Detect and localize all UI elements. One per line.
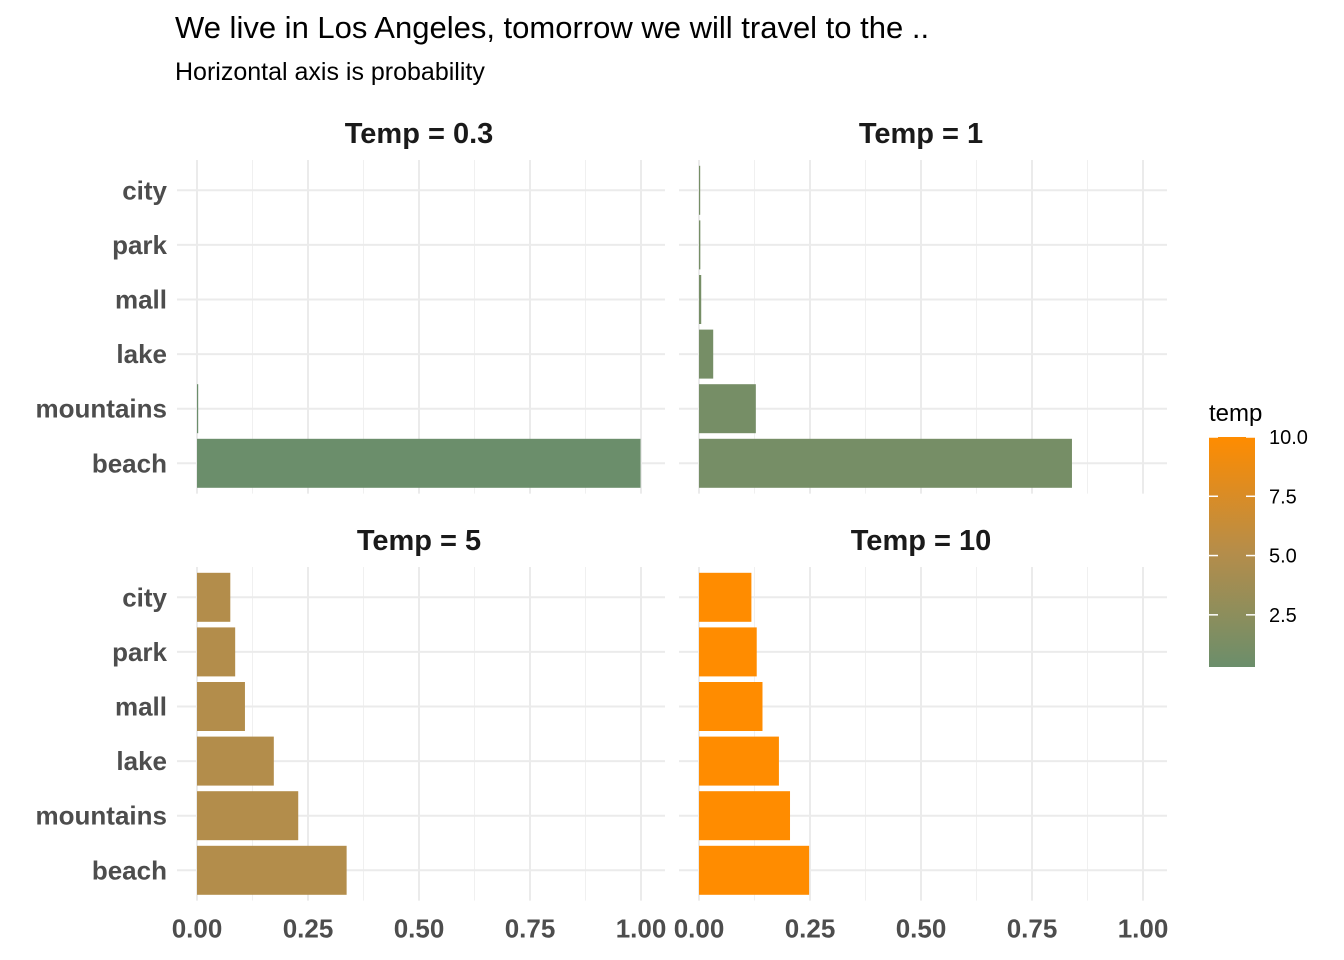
bar bbox=[699, 220, 701, 270]
x-tick-label: 0.50 bbox=[896, 914, 947, 944]
y-tick-label: city bbox=[122, 175, 167, 205]
facet-panel: Temp = 10 0.00 0.25 0.50 0.75 1.00 bbox=[674, 525, 1169, 944]
y-tick-label: lake bbox=[116, 339, 167, 369]
facet-strip-label: Temp = 1 bbox=[859, 118, 983, 150]
y-tick-label: mountains bbox=[36, 394, 167, 424]
y-tick-label: beach bbox=[92, 448, 167, 478]
bar bbox=[197, 791, 299, 841]
bar bbox=[197, 572, 231, 622]
bar bbox=[699, 275, 702, 324]
chart-title: We live in Los Angeles, tomorrow we will… bbox=[175, 10, 930, 45]
y-tick-label: city bbox=[122, 582, 167, 612]
bar bbox=[699, 627, 757, 677]
y-tick-label: lake bbox=[116, 746, 167, 776]
x-tick-label: 0.50 bbox=[394, 914, 445, 944]
bar bbox=[699, 165, 701, 215]
facet-strip-label: Temp = 10 bbox=[851, 525, 992, 557]
bar bbox=[197, 384, 199, 434]
x-tick-label: 0.00 bbox=[674, 914, 725, 944]
legend-tick-label: 2.5 bbox=[1269, 605, 1297, 627]
bar bbox=[197, 845, 347, 895]
y-tick-label: beach bbox=[92, 855, 167, 885]
y-tick-label: park bbox=[112, 230, 167, 260]
legend-tick-label: 7.5 bbox=[1269, 486, 1297, 508]
facet-panels: Temp = 0.3 beach mountains lake mall park city… bbox=[36, 118, 1169, 944]
bar bbox=[699, 845, 810, 895]
x-tick-label: 0.75 bbox=[1007, 914, 1058, 944]
bar bbox=[197, 627, 236, 677]
chart-subtitle: Horizontal axis is probability bbox=[175, 58, 485, 86]
bar bbox=[197, 438, 641, 488]
bar bbox=[699, 329, 714, 379]
bar bbox=[699, 736, 779, 786]
facet-panel: Temp = 0.3 beach mountains lake mall park city bbox=[36, 118, 665, 494]
facet-strip-label: Temp = 0.3 bbox=[345, 118, 494, 150]
y-tick-label: park bbox=[112, 637, 167, 667]
legend-tick-label: 10.0 bbox=[1269, 427, 1308, 449]
facet-panel: Temp = 5 beach mountains lake mall park city 0.… bbox=[36, 525, 667, 944]
x-tick-label: 0.25 bbox=[785, 914, 836, 944]
x-tick-label: 1.00 bbox=[616, 914, 667, 944]
bar bbox=[197, 736, 274, 786]
x-tick-label: 0.25 bbox=[283, 914, 334, 944]
bar bbox=[699, 791, 791, 841]
bar bbox=[699, 438, 1072, 488]
y-tick-label: mall bbox=[115, 285, 167, 315]
x-tick-label: 1.00 bbox=[1118, 914, 1169, 944]
facet-panel: Temp = 1 bbox=[679, 118, 1167, 494]
color-legend: temp 10.0 7.5 5.0 2.5 bbox=[1209, 400, 1308, 667]
bar bbox=[699, 384, 756, 434]
y-tick-label: mountains bbox=[36, 801, 167, 831]
facet-strip-label: Temp = 5 bbox=[357, 525, 481, 557]
legend-colorbar bbox=[1209, 437, 1255, 667]
bar bbox=[699, 682, 763, 731]
x-tick-label: 0.00 bbox=[172, 914, 223, 944]
x-tick-label: 0.75 bbox=[505, 914, 556, 944]
legend-title: temp bbox=[1209, 400, 1262, 427]
bar bbox=[699, 572, 752, 622]
y-tick-label: mall bbox=[115, 692, 167, 722]
legend-tick-label: 5.0 bbox=[1269, 546, 1297, 568]
bar bbox=[197, 682, 245, 731]
